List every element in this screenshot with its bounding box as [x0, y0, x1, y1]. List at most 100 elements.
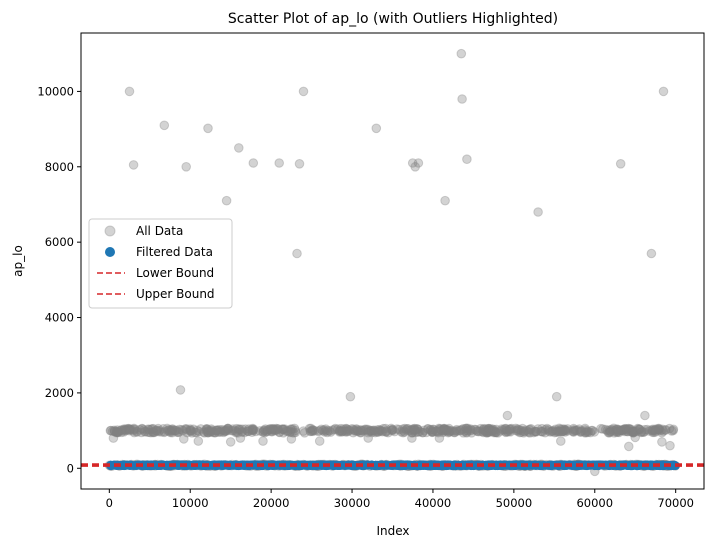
all-data-point — [624, 424, 635, 434]
all-data-point — [427, 426, 438, 437]
all-data-point — [547, 426, 558, 437]
all-data-point — [116, 425, 126, 435]
all-data-point — [375, 425, 386, 436]
all-data-point — [555, 426, 565, 436]
all-data-point — [175, 385, 186, 395]
all-data-point — [486, 426, 496, 436]
all-data-point — [142, 427, 153, 438]
all-data-point — [409, 423, 420, 434]
all-data-point — [270, 425, 280, 436]
all-data-point — [396, 427, 407, 437]
all-data-point — [537, 426, 547, 437]
all-data-point — [404, 425, 414, 436]
all-data-point — [537, 427, 548, 437]
all-data-point — [152, 425, 163, 436]
x-tick-label: 10000 — [172, 496, 209, 510]
all-data-point — [489, 426, 499, 436]
all-data-point — [487, 426, 498, 436]
all-data-point — [128, 424, 139, 435]
all-data-point — [185, 425, 196, 436]
all-data-point — [554, 423, 565, 434]
all-data-point — [425, 425, 436, 435]
all-data-point — [495, 426, 506, 436]
all-data-point — [289, 428, 299, 438]
all-data-point — [181, 424, 192, 434]
all-data-point — [490, 427, 501, 438]
all-data-point — [635, 424, 645, 435]
all-data-point — [118, 425, 129, 435]
all-data-point — [265, 424, 276, 434]
all-data-point — [334, 425, 345, 436]
all-data-point — [267, 424, 278, 434]
all-data-point — [562, 426, 573, 436]
all-data-point — [148, 423, 158, 434]
all-data-point — [307, 426, 317, 436]
all-data-point — [616, 425, 626, 436]
all-data-point — [111, 427, 121, 438]
all-data-point — [624, 424, 634, 435]
all-data-point — [480, 426, 491, 437]
all-data-point — [484, 424, 494, 434]
all-data-point — [336, 427, 347, 437]
all-data-point — [221, 425, 231, 436]
all-data-point — [109, 425, 119, 436]
all-data-point — [203, 427, 214, 438]
all-data-point — [491, 427, 502, 438]
all-data-point — [119, 425, 130, 435]
all-data-point — [598, 424, 608, 434]
all-data-point — [162, 423, 172, 434]
all-data-point — [314, 436, 325, 446]
all-data-point — [437, 425, 447, 436]
all-data-point — [526, 424, 536, 434]
all-data-point — [336, 426, 346, 436]
all-data-point — [560, 424, 570, 435]
legend: All Data Filtered Data Lower Bound Upper… — [88, 218, 233, 309]
all-data-point — [451, 426, 461, 436]
all-data-point — [202, 427, 213, 438]
all-data-point — [462, 425, 472, 436]
all-data-point — [373, 427, 384, 437]
all-data-point — [542, 423, 552, 434]
filtered-data-point — [208, 460, 217, 470]
all-data-point — [244, 424, 254, 434]
all-data-point — [511, 423, 521, 434]
all-data-point — [611, 424, 622, 435]
all-data-point — [237, 424, 248, 435]
all-data-point — [369, 425, 379, 436]
all-data-point — [603, 427, 614, 438]
all-data-point — [273, 424, 283, 435]
all-data-point — [363, 433, 374, 443]
all-data-point — [640, 410, 650, 421]
all-data-point — [119, 427, 129, 437]
all-data-point — [434, 423, 444, 434]
all-data-point — [655, 425, 666, 436]
all-data-point — [576, 426, 587, 436]
filtered-data-point — [557, 461, 567, 470]
all-data-point — [531, 426, 541, 437]
all-data-point — [473, 426, 484, 437]
all-data-point — [628, 426, 638, 437]
all-data-point — [254, 426, 265, 436]
all-data-point — [642, 424, 653, 435]
all-data-point — [165, 425, 175, 435]
all-data-point — [431, 426, 441, 437]
all-data-point — [218, 425, 229, 436]
all-data-point — [459, 426, 469, 436]
all-data-point — [549, 427, 560, 438]
all-data-point — [240, 424, 251, 434]
all-data-point — [112, 427, 122, 438]
all-data-point — [283, 426, 293, 437]
all-data-point — [167, 427, 177, 438]
all-data-point — [274, 158, 285, 168]
all-data-point — [569, 426, 579, 437]
all-data-point — [234, 143, 244, 153]
all-data-point — [602, 425, 613, 436]
all-data-point — [356, 425, 366, 435]
all-data-point — [479, 423, 489, 434]
all-data-point — [369, 426, 380, 437]
all-data-point — [490, 427, 501, 438]
all-data-point — [341, 424, 352, 434]
all-data-point — [513, 426, 523, 437]
all-data-point — [513, 424, 523, 434]
